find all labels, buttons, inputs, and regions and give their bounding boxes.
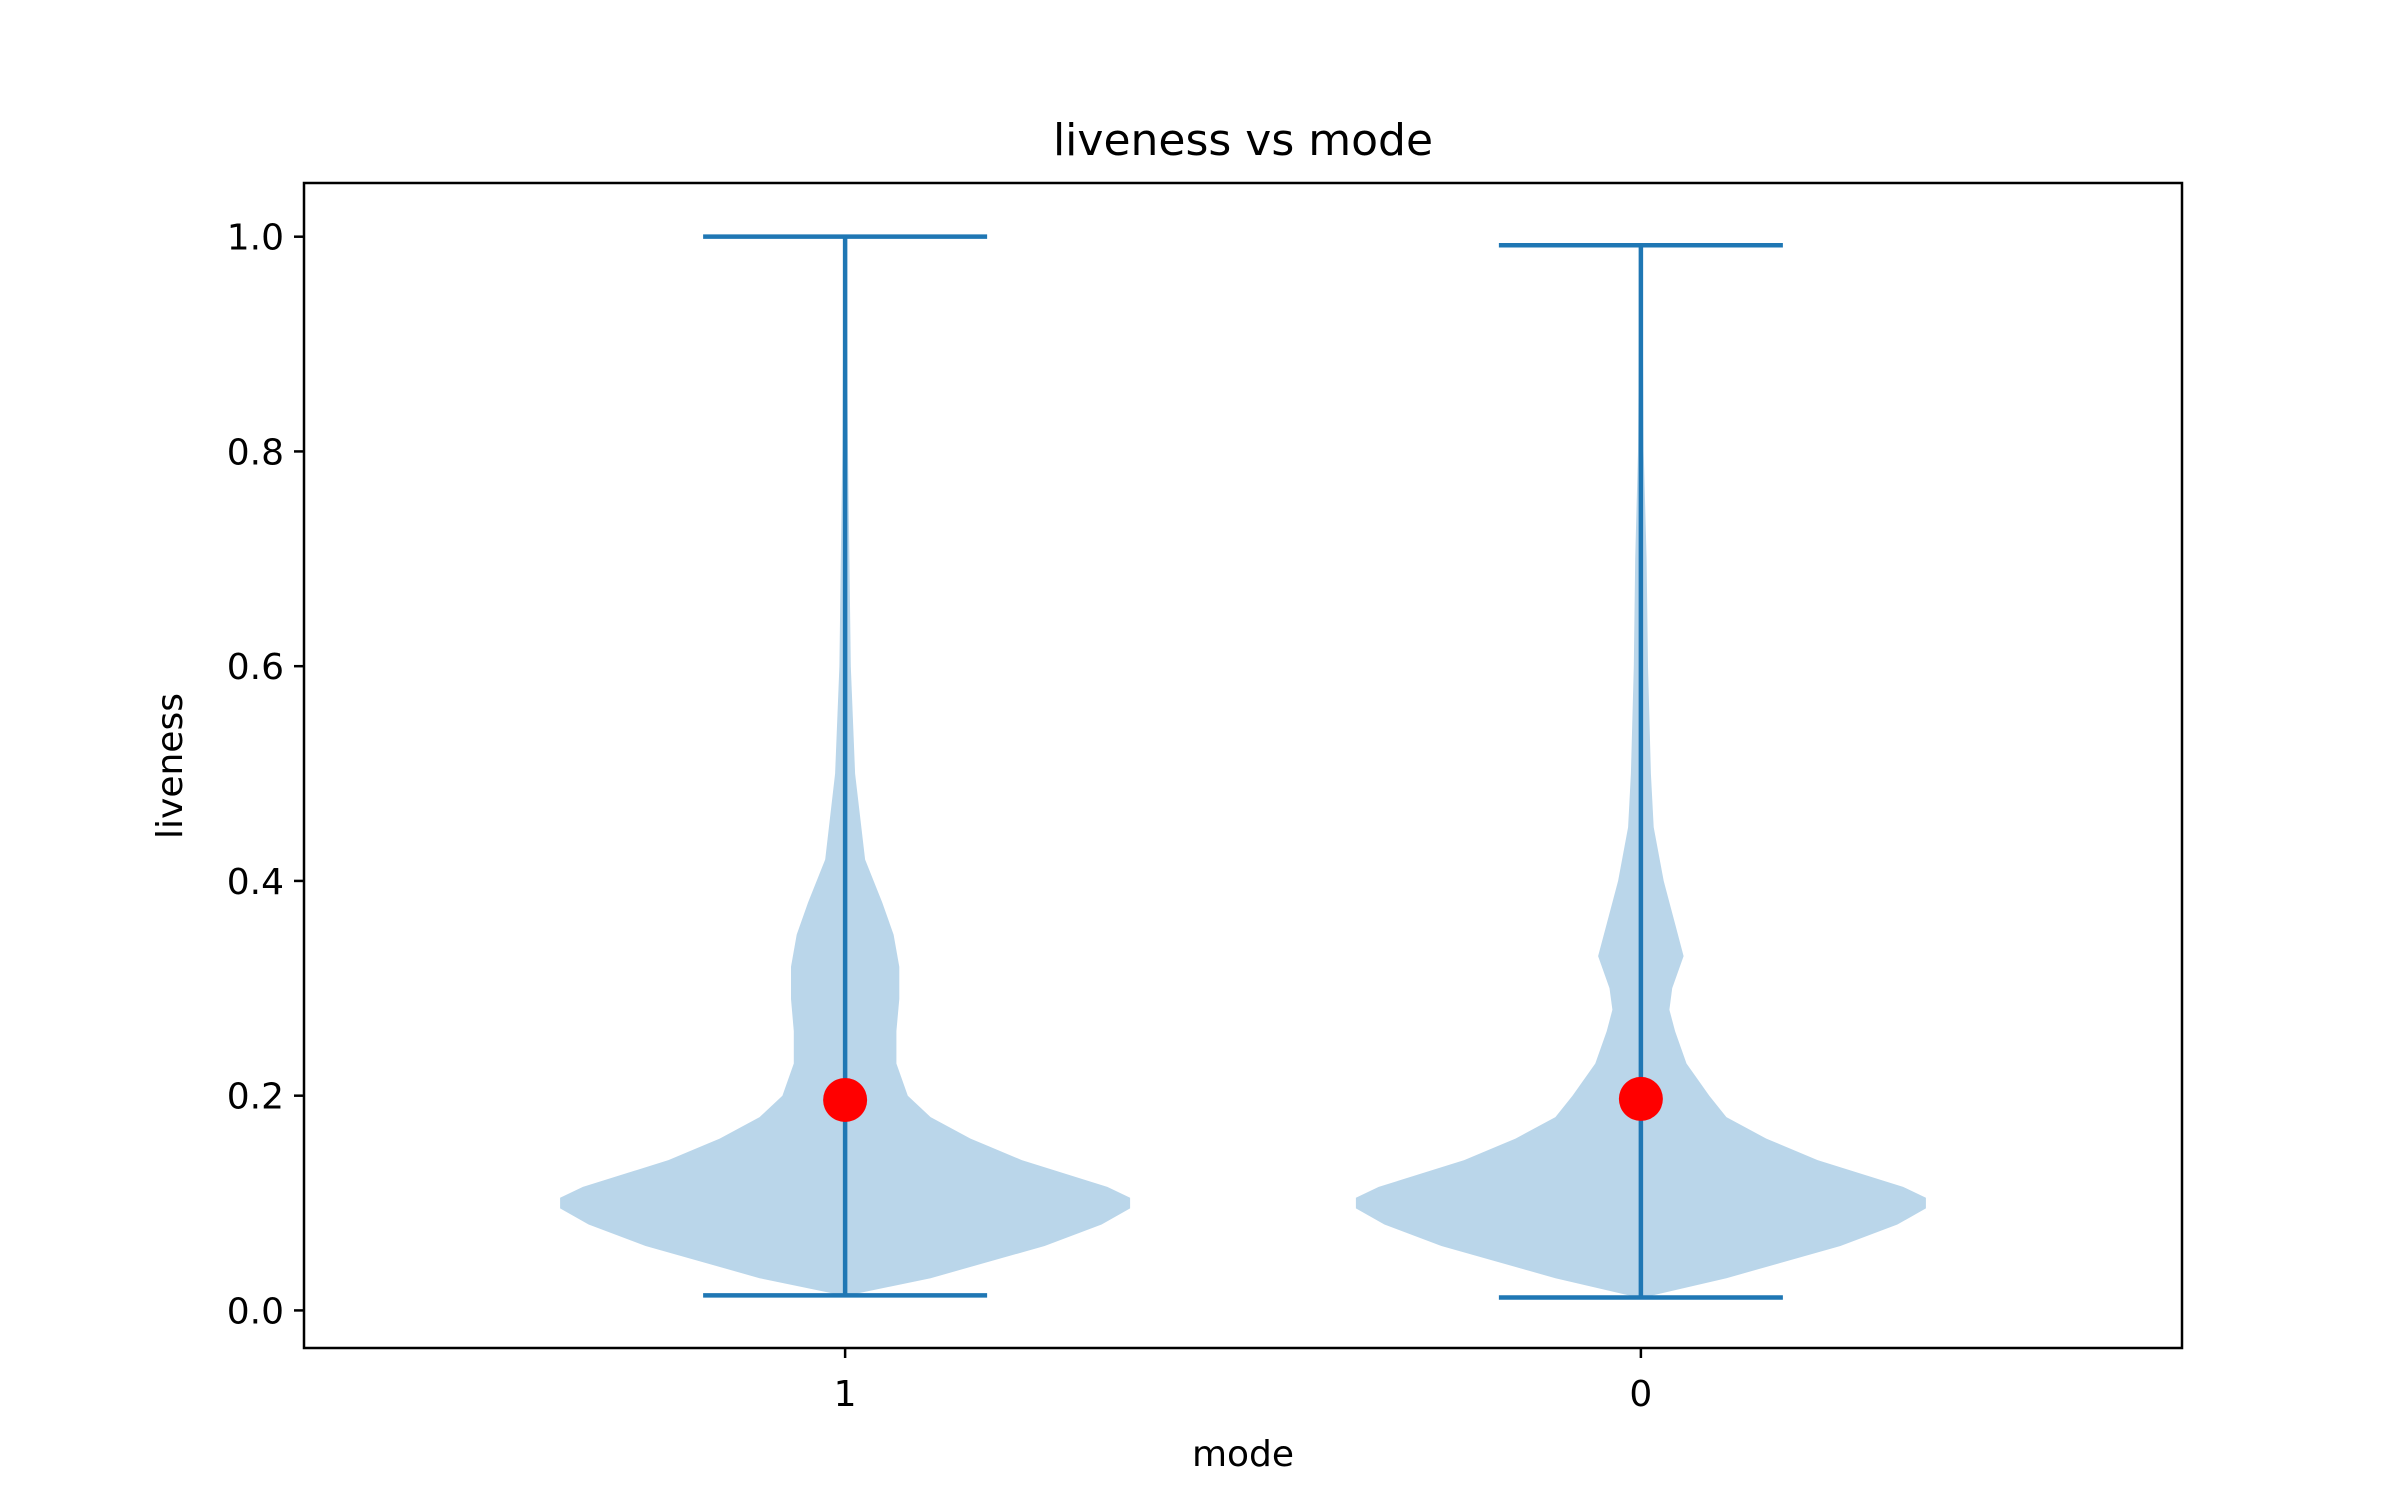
y-tick-label: 0.4 xyxy=(227,862,284,903)
axes-frame xyxy=(302,181,2184,1350)
y-tick-label: 0.2 xyxy=(227,1077,284,1118)
chart-title: liveness vs mode xyxy=(1053,115,1433,166)
y-axis: 0.0 0.2 0.4 0.6 0.8 1.0 xyxy=(227,218,304,1332)
x-tick-label: 0 xyxy=(1629,1374,1652,1415)
y-tick-label: 1.0 xyxy=(227,218,284,259)
violins-group xyxy=(560,234,1926,1300)
x-axis-label: mode xyxy=(1192,1434,1294,1475)
y-tick-label: 0.0 xyxy=(227,1291,284,1332)
y-axis-label: liveness xyxy=(150,693,191,839)
y-tick-label: 0.6 xyxy=(227,647,284,688)
mean-marker-0 xyxy=(1618,1076,1663,1121)
y-tick-label: 0.8 xyxy=(227,432,284,473)
mean-marker-1 xyxy=(823,1077,868,1122)
x-tick-label: 1 xyxy=(834,1374,857,1415)
